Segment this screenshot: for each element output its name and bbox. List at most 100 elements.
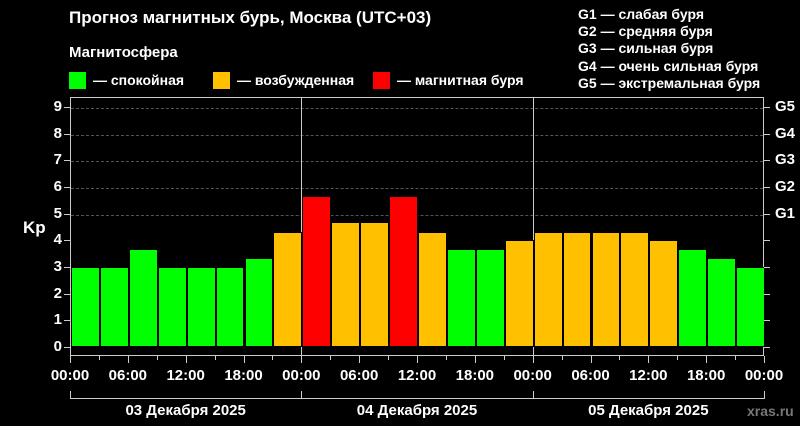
watermark: xras.ru <box>747 403 794 419</box>
y-tick-label: 7 <box>53 151 62 169</box>
bar-active <box>331 222 361 347</box>
right-tick-mark <box>764 347 770 348</box>
legend-swatch-quiet <box>69 71 86 89</box>
day-bracket-tick <box>532 391 534 399</box>
x-tick-label: 00:00 <box>50 367 90 384</box>
y-tick-label: 4 <box>53 231 62 249</box>
x-tick-label: 12:00 <box>166 367 205 384</box>
x-tick-mark <box>417 356 418 363</box>
x-tick-mark <box>532 356 534 363</box>
storm-level-g1: G1 — слабая буря <box>578 6 705 22</box>
x-tick-mark <box>214 356 216 360</box>
y-tick-label: 5 <box>53 204 62 222</box>
bar-quiet <box>186 267 216 347</box>
bar-quiet <box>475 249 505 347</box>
y-tick-mark <box>64 133 70 135</box>
gridline <box>71 161 763 163</box>
x-tick-mark <box>735 356 737 360</box>
x-tick-label: 18:00 <box>686 367 726 384</box>
y-tick-mark <box>64 293 70 295</box>
day-label: 04 Декабря 2025 <box>356 402 478 419</box>
legend-item-active: — возбужденная <box>213 71 354 89</box>
legend-item-storm: — магнитная буря <box>373 71 524 89</box>
day-divider <box>532 98 534 355</box>
right-tick-mark <box>764 293 770 295</box>
day-bracket <box>70 398 764 399</box>
x-tick-label: 06:00 <box>108 367 148 384</box>
chart-title: Прогноз магнитных бурь, Москва (UTC+03) <box>69 8 432 27</box>
x-tick-mark <box>764 356 765 363</box>
legend-title: Магнитосфера <box>69 44 178 61</box>
bar-active <box>504 240 534 347</box>
bar-quiet <box>736 267 765 347</box>
x-tick-mark <box>706 356 708 363</box>
bar-active <box>273 231 303 347</box>
y-tick-mark <box>64 266 70 268</box>
right-tick-mark <box>764 213 770 215</box>
bar-active <box>591 231 621 347</box>
x-tick-label: 06:00 <box>571 367 610 384</box>
right-tick-mark <box>764 240 770 242</box>
storm-level-g2: G2 — средняя буря <box>578 23 713 40</box>
day-label: 03 Декабря 2025 <box>125 402 246 419</box>
x-tick-mark <box>677 356 679 360</box>
x-tick-label: 12:00 <box>397 367 437 384</box>
bar-active <box>620 231 650 347</box>
right-tick-mark <box>764 320 770 322</box>
x-tick-label: 06:00 <box>339 367 379 384</box>
bar-quiet <box>707 258 737 347</box>
bar-quiet <box>678 249 708 347</box>
g-tick-label: G5 <box>775 97 796 115</box>
bar-quiet <box>244 258 274 347</box>
storm-level-g4: G4 — очень сильная буря <box>578 57 759 74</box>
bar-quiet <box>99 267 129 347</box>
storm-level-g5: G5 — экстремальная буря <box>578 74 761 91</box>
y-tick-mark <box>64 186 70 188</box>
y-tick-label: 2 <box>53 284 62 302</box>
bar-active <box>562 231 592 347</box>
bar-quiet <box>71 267 100 347</box>
x-tick-label: 18:00 <box>224 367 263 384</box>
y-tick-label: 1 <box>53 311 62 329</box>
bar-quiet <box>446 249 476 347</box>
g-tick-label: G4 <box>775 124 796 142</box>
x-tick-mark <box>359 356 361 363</box>
gridline <box>71 107 763 109</box>
legend-label: — магнитная буря <box>397 72 524 88</box>
storm-level-g3: G3 — сильная буря <box>578 40 714 57</box>
x-axis-line <box>70 355 764 356</box>
y-tick-label: 0 <box>53 338 62 355</box>
y-axis-label: Kp <box>23 218 46 237</box>
y-tick-label: 3 <box>53 257 62 275</box>
gridline <box>71 187 763 189</box>
right-tick-mark <box>764 106 770 108</box>
bar-active <box>533 231 563 347</box>
x-tick-mark <box>648 356 650 363</box>
legend-swatch-storm <box>373 71 390 89</box>
x-tick-mark <box>561 356 563 360</box>
x-tick-mark <box>445 356 447 360</box>
x-tick-label: 18:00 <box>455 367 495 384</box>
bar-quiet <box>215 267 245 347</box>
x-tick-mark <box>503 356 505 360</box>
x-tick-mark <box>619 356 621 360</box>
bar-quiet <box>157 267 187 347</box>
gridline <box>71 134 763 136</box>
y-tick-label: 6 <box>53 177 62 195</box>
bar-storm <box>389 195 418 347</box>
x-tick-mark <box>272 356 274 360</box>
bar-storm <box>302 195 332 347</box>
bar-active <box>360 222 390 347</box>
x-tick-mark <box>330 356 332 360</box>
right-tick-mark <box>764 160 770 162</box>
x-tick-mark <box>388 356 390 360</box>
x-tick-mark <box>301 356 303 363</box>
y-tick-mark <box>64 106 70 108</box>
day-bracket-tick <box>70 391 71 399</box>
x-tick-mark <box>127 356 129 363</box>
x-tick-mark <box>98 356 100 360</box>
legend-label: — спокойная <box>93 72 185 88</box>
g-tick-label: G1 <box>775 204 796 222</box>
x-tick-mark <box>474 356 476 363</box>
y-tick-mark <box>64 347 70 348</box>
